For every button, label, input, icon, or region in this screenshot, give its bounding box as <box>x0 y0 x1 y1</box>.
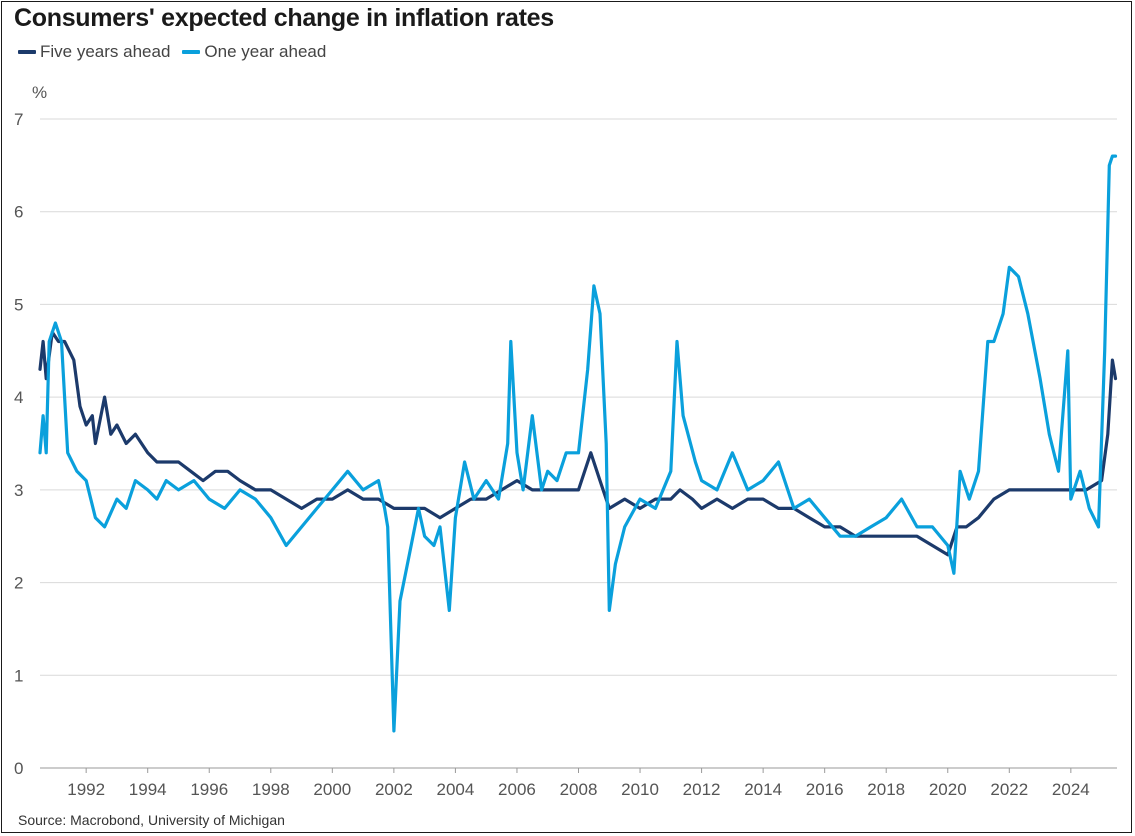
y-tick-label: 3 <box>14 481 23 500</box>
axes: 0 1 2 3 4 5 6 7 1992 1994 1996 1998 2000 2002 2004 2006… <box>14 110 1090 799</box>
x-tick-label: 2020 <box>929 780 967 799</box>
y-tick-label: 7 <box>14 110 23 129</box>
x-tick-label: 1996 <box>190 780 228 799</box>
x-tick-label: 1992 <box>67 780 105 799</box>
y-tick-label: 1 <box>14 666 23 685</box>
x-tick-label: 2014 <box>744 780 782 799</box>
x-tick-label: 1994 <box>129 780 167 799</box>
x-tick-label: 2006 <box>498 780 536 799</box>
y-tick-label: 0 <box>14 759 23 778</box>
legend-item-one-year: One year ahead <box>182 42 326 62</box>
y-axis-label: % <box>32 83 47 102</box>
x-tick-label: 2002 <box>375 780 413 799</box>
series-line-five-years <box>38 330 1118 557</box>
legend-label-five-years: Five years ahead <box>40 42 171 61</box>
gridlines <box>40 118 1117 769</box>
x-tick-label: 2000 <box>313 780 351 799</box>
chart-title: Consumers' expected change in inflation … <box>14 4 554 32</box>
x-tick-label: 2012 <box>683 780 721 799</box>
x-tick-label: 2004 <box>437 780 475 799</box>
x-tick-label: 2008 <box>560 780 598 799</box>
legend-swatch-one-year <box>182 50 201 54</box>
y-tick-label: 5 <box>14 295 23 314</box>
x-tick-label: 2016 <box>806 780 844 799</box>
legend-swatch-five-years <box>18 50 36 54</box>
x-tick-label: 2010 <box>621 780 659 799</box>
y-tick-label: 4 <box>14 388 23 407</box>
legend-item-five-years: Five years ahead <box>18 42 170 62</box>
y-tick-label: 2 <box>14 574 23 593</box>
x-tick-label: 2018 <box>867 780 905 799</box>
x-tick-label: 2024 <box>1052 780 1090 799</box>
chart-legend: Five years ahead One year ahead <box>18 42 326 62</box>
y-tick-label: 6 <box>14 203 23 222</box>
series-lines <box>38 154 1118 733</box>
x-tick-label: 2022 <box>990 780 1028 799</box>
series-line-one-year <box>38 154 1118 733</box>
legend-label-one-year: One year ahead <box>204 42 327 61</box>
source-note: Source: Macrobond, University of Michiga… <box>18 812 285 828</box>
x-tick-label: 1998 <box>252 780 290 799</box>
